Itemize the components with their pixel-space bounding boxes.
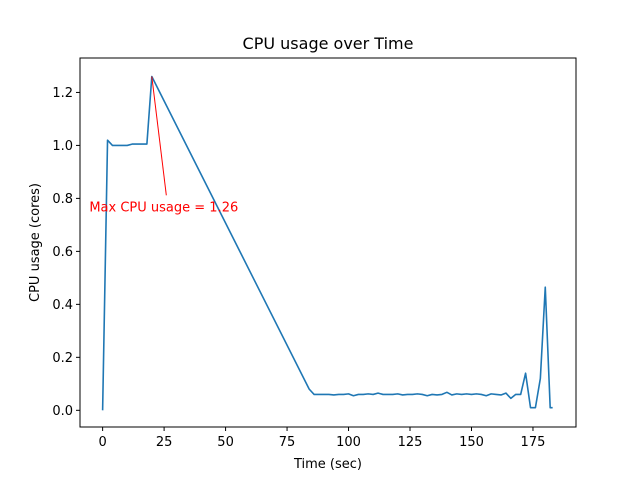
x-axis: 0 25 50 75 100 125 150 175 [98,427,545,450]
y-tick-label: 0.6 [52,245,73,260]
annotation-arrow [151,76,167,196]
x-tick-label: 150 [459,435,484,450]
x-tick-label: 100 [336,435,361,450]
x-tick-label: 75 [279,435,296,450]
y-axis-label: CPU usage (cores) [28,183,43,302]
x-tick-label: 0 [98,435,106,450]
y-axis: 0.0 0.2 0.4 0.6 0.8 1.0 1.2 [52,86,80,419]
series-line [101,75,553,411]
x-tick-label: 125 [398,435,423,450]
y-tick-label: 0.2 [52,351,73,366]
y-tick-label: 1.2 [52,86,73,101]
axes-frame [79,57,577,428]
y-tick-label: 0.8 [52,192,73,207]
annotation: Max CPU usage = 1.26 [89,76,238,215]
y-tick-label: 0.4 [52,298,73,313]
annotation-text: Max CPU usage = 1.26 [89,200,238,215]
y-tick-label: 0.0 [52,404,73,419]
chart-title: CPU usage over Time [243,34,414,53]
y-tick-label: 1.0 [52,139,73,154]
x-tick-label: 25 [156,435,173,450]
plot-area [101,75,553,411]
x-tick-label: 50 [217,435,234,450]
x-tick-label: 175 [521,435,546,450]
x-axis-label: Time (sec) [293,457,362,472]
